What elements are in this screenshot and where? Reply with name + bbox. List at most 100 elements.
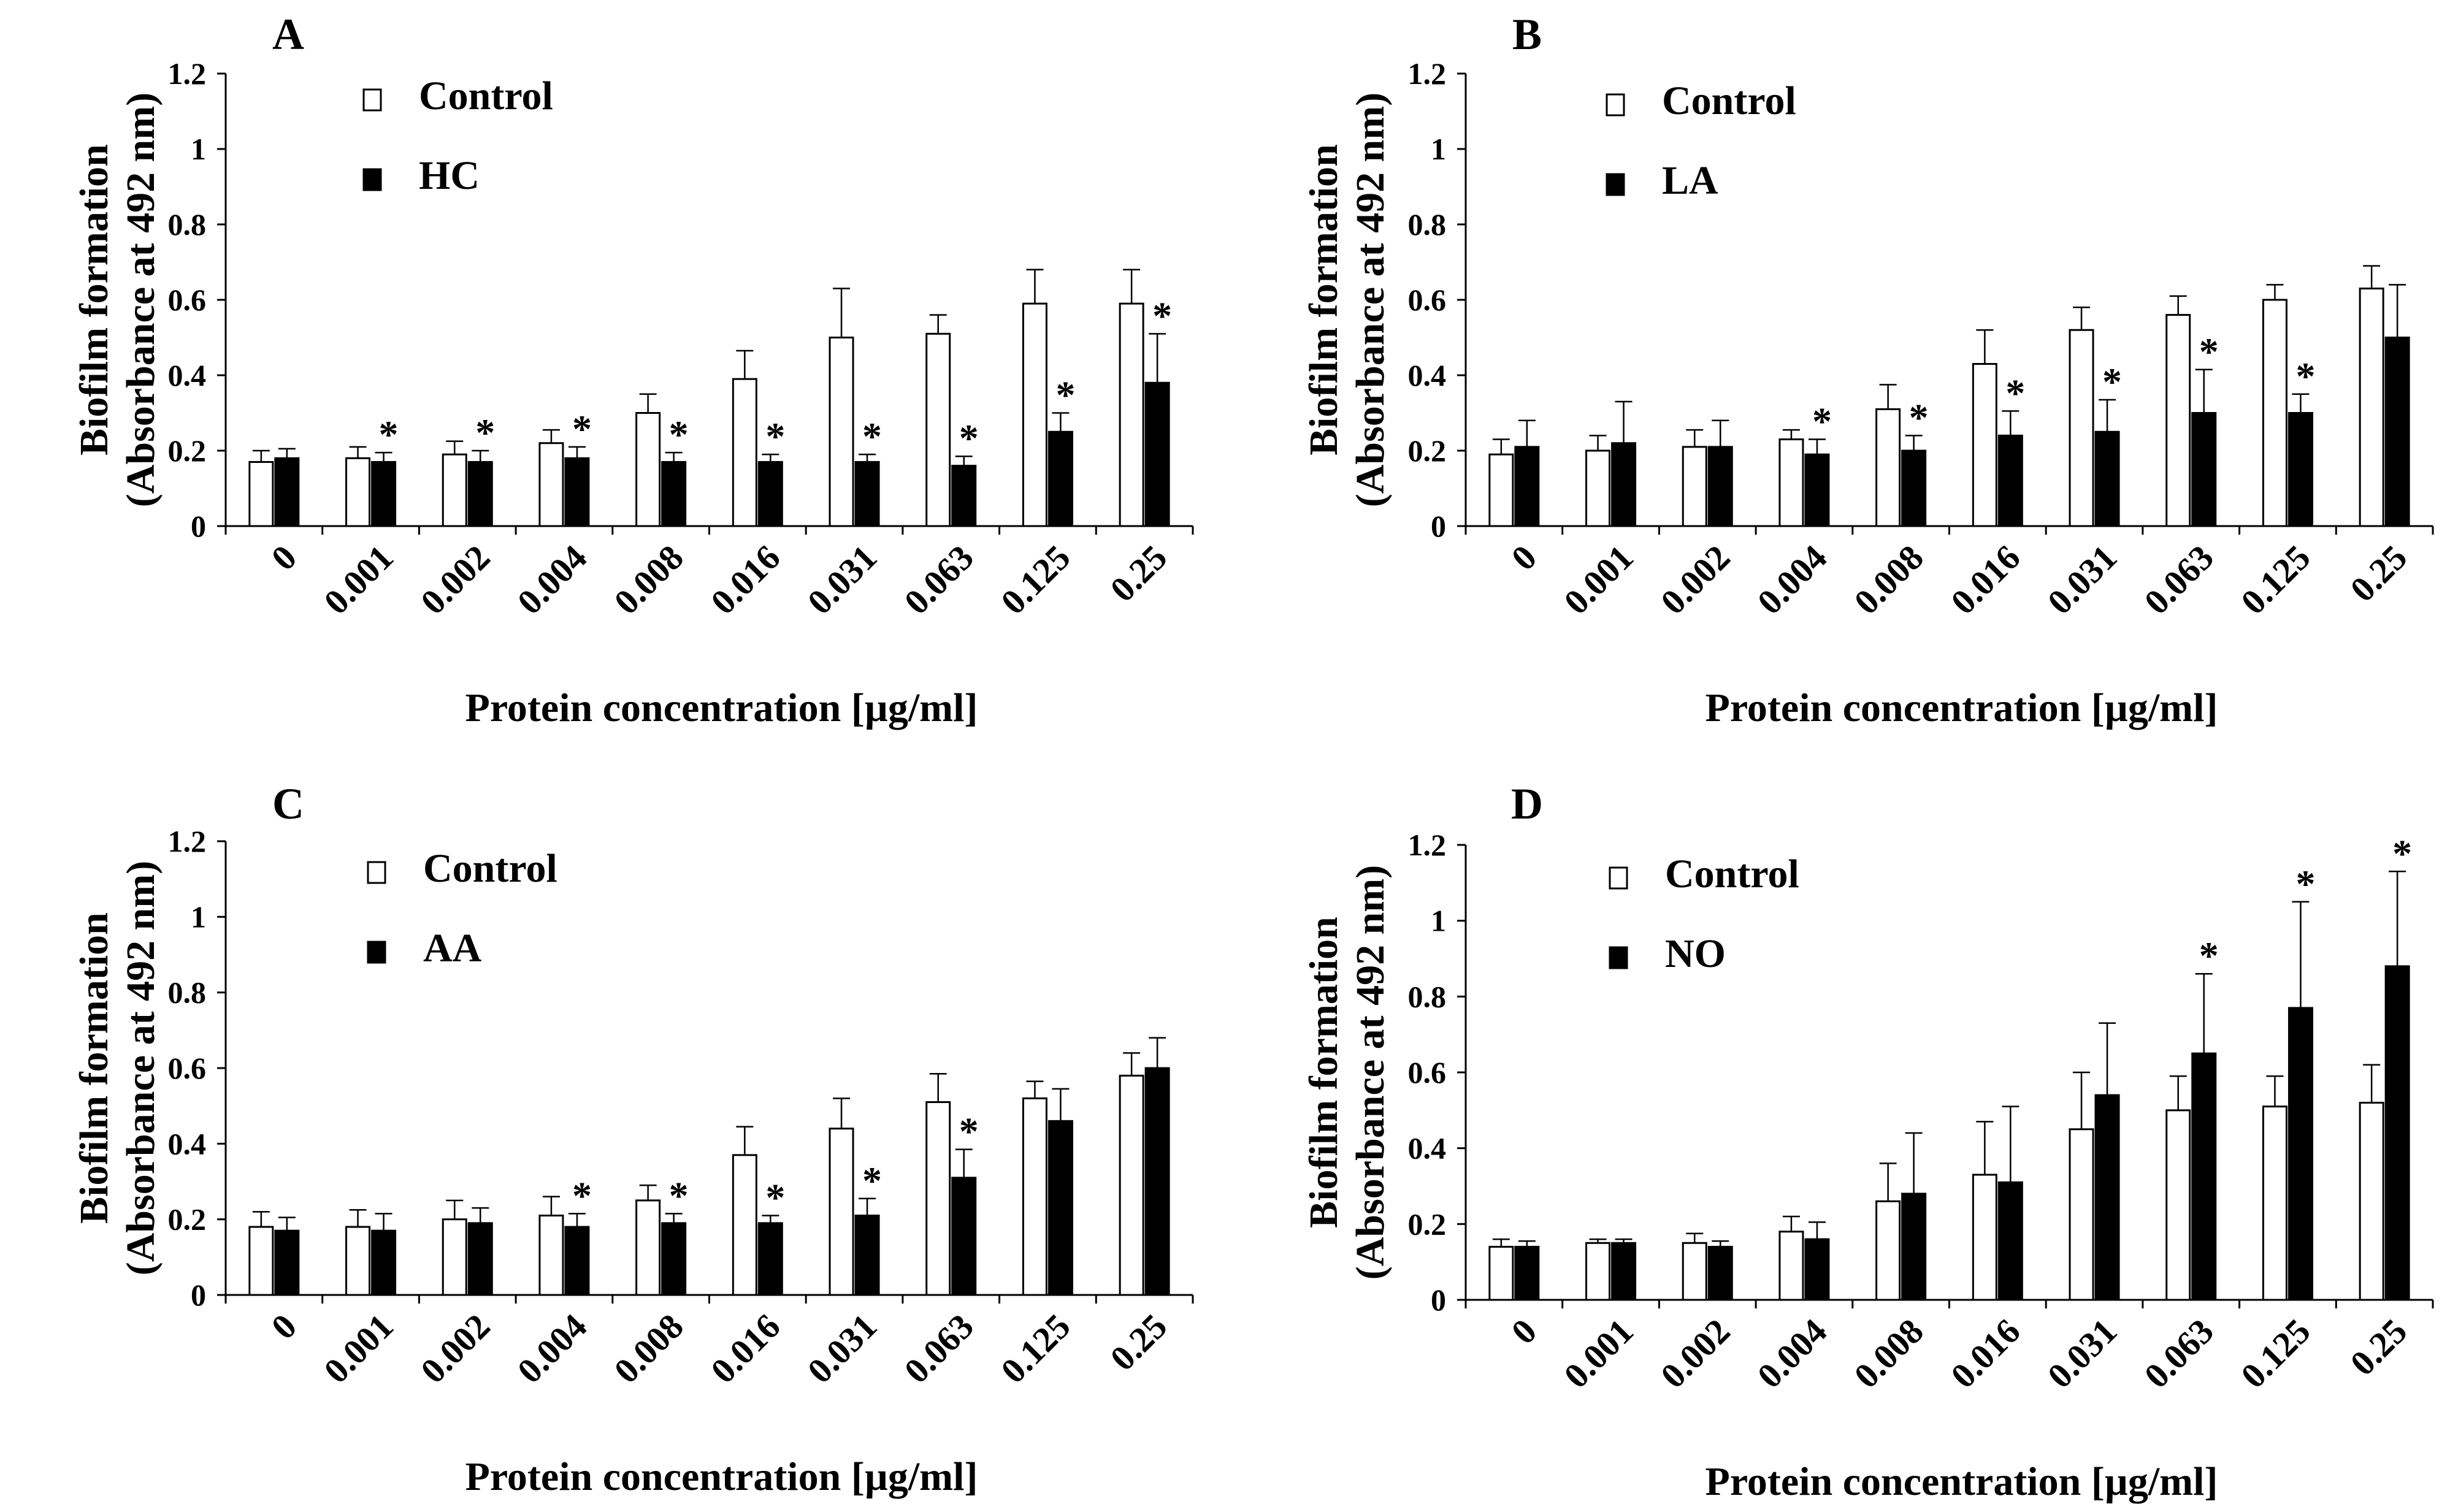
bar-treatment bbox=[467, 1222, 493, 1296]
bar-treatment bbox=[2191, 1052, 2217, 1301]
bar-control bbox=[442, 453, 467, 527]
significance-star: * bbox=[1152, 294, 1172, 337]
bar-control bbox=[1585, 1242, 1611, 1301]
y-tick-label: 0.2 bbox=[168, 1202, 207, 1237]
bar-treatment bbox=[951, 465, 977, 527]
bar-control bbox=[538, 1215, 564, 1296]
y-tick-label: 0.2 bbox=[1408, 433, 1447, 468]
y-tick-label: 0.6 bbox=[1408, 283, 1447, 317]
y-tick-label: 0.6 bbox=[168, 1051, 207, 1085]
bar-control bbox=[1119, 302, 1144, 527]
legend-label-treatment: LA bbox=[1662, 158, 1718, 203]
y-axis-title-line2: (Absorbance at 492 nm) bbox=[118, 93, 163, 507]
y-tick-label: 1.2 bbox=[168, 56, 207, 91]
bar-treatment bbox=[1804, 453, 1830, 527]
bar-control bbox=[2262, 1105, 2287, 1301]
y-axis-title-line2: (Absorbance at 492 nm) bbox=[1348, 865, 1393, 1280]
bar-control bbox=[2165, 314, 2191, 527]
y-tick-label: 0.4 bbox=[168, 1126, 207, 1161]
panel-letter: A bbox=[272, 10, 304, 59]
y-axis-title: Biofilm formation(Absorbance at 492 nm) bbox=[72, 93, 163, 507]
bar-control bbox=[829, 337, 854, 527]
bar-control bbox=[2359, 1101, 2384, 1301]
bar-control bbox=[538, 442, 564, 527]
bar-treatment bbox=[1901, 1193, 1927, 1301]
bar-control bbox=[1488, 453, 1514, 527]
y-axis-title: Biofilm formation(Absorbance at 492 nm) bbox=[72, 861, 163, 1275]
legend: Control NO bbox=[1609, 852, 1799, 976]
bar-treatment bbox=[1804, 1238, 1830, 1301]
legend-label-treatment: AA bbox=[423, 926, 482, 971]
significance-star: * bbox=[959, 1110, 979, 1153]
bar-treatment bbox=[1611, 1242, 1637, 1301]
significance-star: * bbox=[1055, 373, 1075, 417]
legend-label-treatment: NO bbox=[1665, 931, 1726, 976]
significance-star: * bbox=[572, 407, 592, 451]
bar-treatment bbox=[2384, 965, 2410, 1301]
x-axis-title: Protein concentration [µg/ml] bbox=[1705, 685, 2218, 730]
bar-treatment bbox=[1144, 381, 1170, 527]
y-axis-title: Biofilm formation(Absorbance at 492 nm) bbox=[1301, 865, 1393, 1280]
legend-swatch-treatment bbox=[367, 941, 386, 964]
y-tick-label: 0.2 bbox=[1408, 1207, 1447, 1241]
x-axis-title: Protein concentration [µg/ml] bbox=[1705, 1459, 2218, 1504]
bar-treatment bbox=[1997, 434, 2023, 527]
bar-treatment bbox=[757, 1222, 783, 1296]
y-tick-label: 0 bbox=[1431, 1283, 1446, 1317]
y-tick-label: 1.2 bbox=[1408, 56, 1447, 91]
y-axis-title: Biofilm formation(Absorbance at 492 nm) bbox=[1301, 93, 1393, 507]
y-axis-title-line2: (Absorbance at 492 nm) bbox=[1348, 93, 1393, 507]
bar-treatment bbox=[1707, 446, 1733, 527]
bar-control bbox=[1778, 1231, 1804, 1301]
bar-treatment bbox=[274, 457, 300, 527]
panel-letter: C bbox=[272, 779, 304, 828]
bar-treatment bbox=[854, 1215, 880, 1296]
bar-treatment bbox=[2191, 412, 2217, 527]
bar-treatment bbox=[1611, 442, 1637, 527]
bar-control bbox=[248, 1226, 274, 1296]
significance-star: * bbox=[2102, 360, 2122, 403]
bar-treatment bbox=[661, 1222, 687, 1296]
bar-treatment bbox=[2094, 430, 2120, 527]
legend: Control HC bbox=[362, 74, 553, 198]
bar-treatment bbox=[854, 460, 880, 527]
bar-control bbox=[1972, 1174, 1997, 1301]
bar-treatment bbox=[1144, 1067, 1170, 1296]
x-axis-title: Protein concentration [µg/ml] bbox=[465, 685, 978, 730]
y-tick-label: 0.8 bbox=[1408, 979, 1447, 1014]
bar-control bbox=[2359, 288, 2384, 527]
legend: Control AA bbox=[367, 846, 557, 971]
bar-treatment bbox=[1047, 430, 1073, 527]
significance-star: * bbox=[862, 1159, 882, 1202]
bar-control bbox=[925, 1101, 951, 1296]
legend-label-treatment: HC bbox=[419, 153, 480, 198]
bar-treatment bbox=[467, 460, 493, 527]
significance-star: * bbox=[765, 1176, 785, 1220]
bar-control bbox=[345, 1226, 371, 1296]
bar-control bbox=[635, 412, 661, 527]
y-tick-label: 0.4 bbox=[1408, 358, 1447, 392]
significance-star: * bbox=[572, 1174, 592, 1217]
y-tick-label: 1 bbox=[1431, 904, 1446, 938]
bar-control bbox=[925, 332, 951, 527]
y-tick-label: 1.2 bbox=[168, 824, 207, 858]
bar-treatment bbox=[371, 1229, 397, 1296]
significance-star: * bbox=[2005, 371, 2025, 414]
bar-control bbox=[1875, 1200, 1901, 1301]
y-tick-label: 0.6 bbox=[168, 283, 207, 317]
y-tick-label: 1.2 bbox=[1408, 828, 1447, 862]
bar-control bbox=[2165, 1109, 2191, 1301]
bar-control bbox=[1022, 302, 1047, 527]
y-axis-title-line1: Biofilm formation bbox=[1301, 917, 1346, 1228]
legend-swatch-control bbox=[362, 88, 382, 112]
bar-treatment bbox=[1997, 1181, 2023, 1301]
bar-treatment bbox=[564, 457, 590, 527]
legend-label-control: Control bbox=[423, 846, 557, 891]
legend-swatch-control bbox=[367, 861, 386, 884]
significance-star: * bbox=[669, 413, 689, 456]
significance-star: * bbox=[2392, 831, 2412, 875]
bar-treatment bbox=[2287, 1007, 2313, 1301]
bar-treatment bbox=[564, 1226, 590, 1296]
bar-treatment bbox=[1707, 1245, 1733, 1301]
